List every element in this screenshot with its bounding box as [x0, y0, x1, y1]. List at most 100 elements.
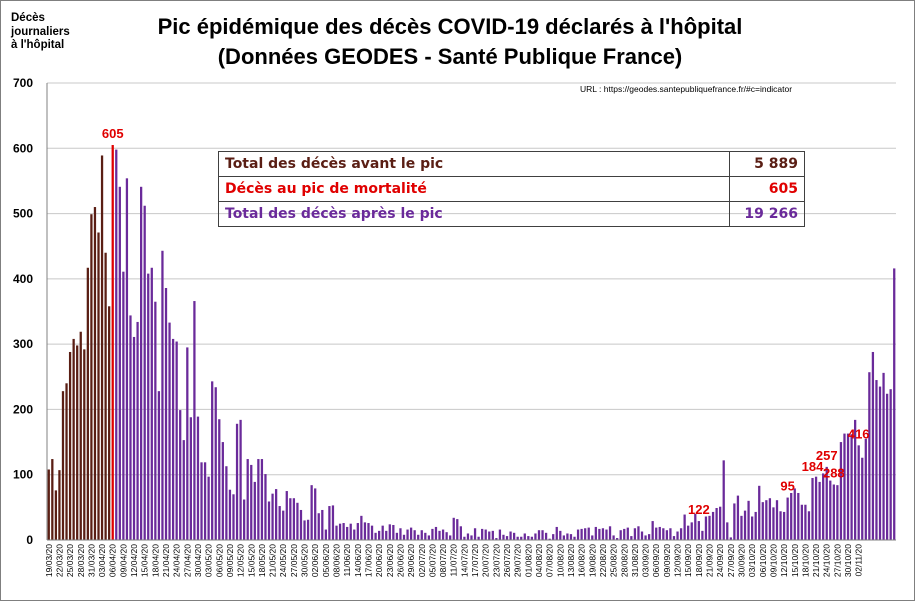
bar	[214, 387, 217, 540]
bar	[321, 509, 324, 540]
bar	[662, 528, 665, 540]
y-axis-label-line: journaliers	[11, 25, 70, 38]
data-label: 184	[802, 459, 824, 474]
bar	[481, 528, 484, 540]
bar	[68, 351, 72, 540]
bar	[857, 445, 860, 540]
bar	[189, 417, 192, 540]
bar	[417, 534, 420, 540]
bar	[893, 268, 896, 540]
bar	[257, 459, 260, 540]
bar	[459, 526, 462, 540]
x-tick-label: 12/10/20	[779, 544, 789, 577]
x-tick-label: 20/07/20	[481, 544, 491, 577]
bar	[885, 393, 889, 540]
bar	[122, 271, 125, 540]
bar	[140, 186, 143, 541]
bar	[665, 530, 669, 540]
bar	[427, 535, 431, 540]
bar	[882, 372, 885, 540]
x-tick-label: 30/10/20	[843, 544, 853, 577]
bar	[683, 514, 686, 540]
bar	[626, 527, 629, 540]
bar	[875, 380, 878, 540]
bar	[157, 391, 161, 540]
bar	[150, 267, 153, 540]
bar	[694, 513, 697, 540]
bar	[779, 511, 782, 540]
x-tick-label: 02/11/20	[854, 544, 864, 577]
bar	[253, 481, 256, 540]
y-axis-label: Décès journaliers à l'hôpital	[11, 12, 70, 53]
bar	[505, 536, 509, 540]
bar	[367, 523, 370, 540]
bar	[445, 532, 448, 540]
x-tick-label: 21/10/20	[811, 544, 821, 577]
bar	[640, 531, 644, 540]
bar	[889, 389, 892, 540]
x-tick-label: 27/09/20	[726, 544, 736, 577]
x-tick-label: 21/09/20	[705, 544, 715, 577]
bar	[846, 433, 850, 540]
x-tick-label: 30/04/20	[193, 544, 203, 577]
bar	[850, 434, 853, 540]
bar	[154, 301, 157, 540]
x-tick-label: 15/04/20	[140, 544, 150, 577]
bar	[353, 529, 356, 540]
bar	[381, 525, 384, 540]
bar	[104, 252, 107, 541]
bar	[289, 498, 292, 540]
x-tick-label: 22/03/20	[54, 544, 64, 577]
bar	[111, 145, 114, 540]
x-tick-label: 05/07/20	[427, 544, 437, 577]
y-tick-label: 0	[26, 533, 33, 547]
bar	[601, 528, 605, 540]
data-label: 122	[688, 502, 710, 517]
x-tick-label: 03/09/20	[641, 544, 651, 577]
x-tick-label: 27/10/20	[832, 544, 842, 577]
bar	[807, 511, 811, 540]
bar	[196, 416, 200, 540]
bar	[708, 515, 711, 540]
bar	[51, 459, 54, 540]
x-tick-label: 06/09/20	[651, 544, 661, 577]
bar	[868, 372, 871, 540]
x-tick-label: 25/08/20	[609, 544, 619, 577]
x-tick-label: 18/09/20	[694, 544, 704, 577]
x-tick-label: 04/08/20	[534, 544, 544, 577]
x-tick-label: 08/06/20	[332, 544, 342, 577]
x-tick-label: 23/07/20	[491, 544, 501, 577]
bar	[743, 510, 747, 540]
bar	[740, 515, 743, 540]
bar	[228, 489, 232, 540]
bar	[697, 521, 700, 540]
bar	[118, 186, 121, 541]
bar	[616, 538, 619, 540]
bar	[576, 529, 580, 540]
bar	[147, 273, 150, 540]
bar	[786, 497, 789, 540]
x-tick-label: 19/08/20	[587, 544, 597, 577]
bar	[360, 515, 363, 540]
bar	[54, 490, 58, 540]
bar	[203, 462, 207, 540]
bar	[573, 536, 576, 540]
bar	[580, 528, 583, 540]
bar	[108, 306, 111, 540]
bar	[243, 499, 246, 540]
bar	[687, 525, 690, 540]
y-axis-label-line: à l'hôpital	[11, 39, 65, 51]
bar	[346, 526, 349, 540]
bar	[424, 532, 427, 540]
bar	[772, 507, 775, 540]
bar	[711, 511, 715, 540]
source-url: URL : https://geodes.santepubliquefrance…	[580, 84, 793, 94]
bar	[768, 498, 772, 540]
bar	[314, 488, 317, 540]
x-tick-label: 27/04/20	[182, 544, 192, 577]
bar	[871, 351, 875, 540]
bar	[598, 528, 601, 540]
y-tick-label: 100	[13, 468, 33, 482]
bar	[456, 519, 459, 540]
bar	[509, 531, 512, 540]
